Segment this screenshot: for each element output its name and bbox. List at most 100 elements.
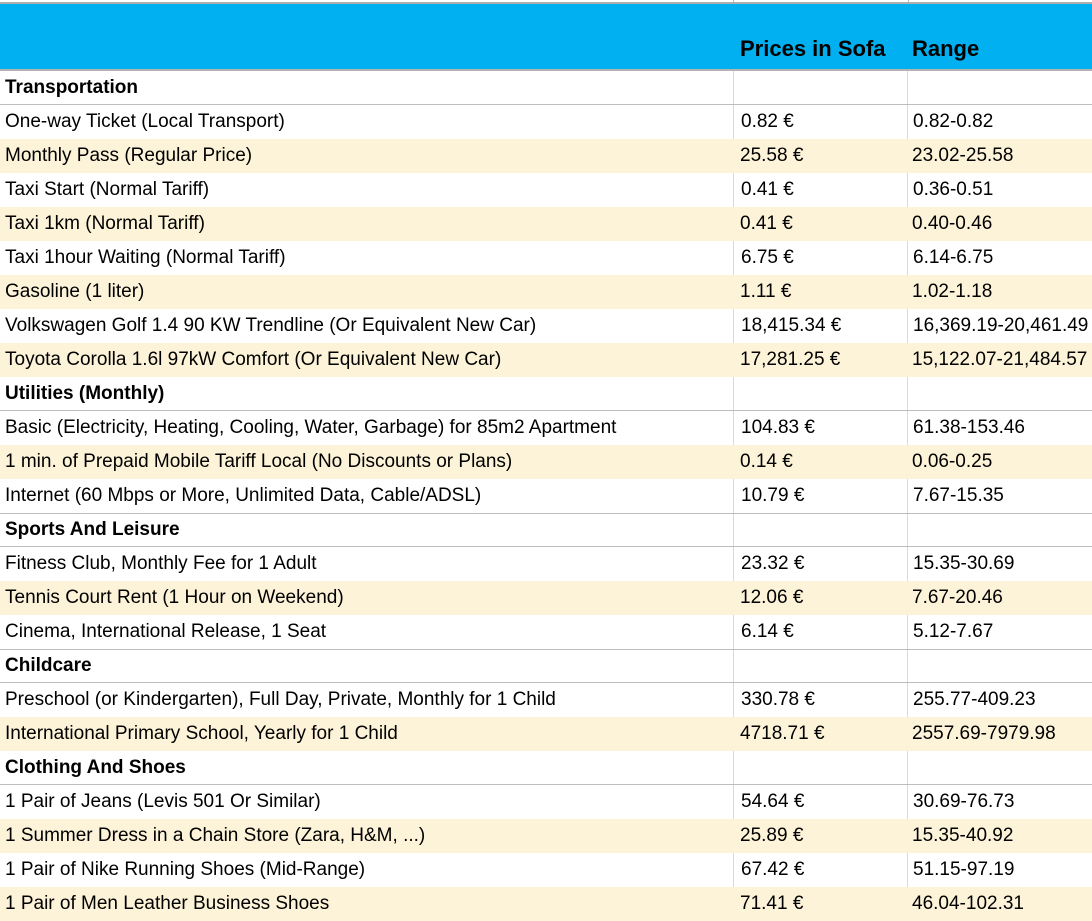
range-cell[interactable] — [907, 71, 1092, 104]
column-header-prices[interactable]: Prices in Sofa — [740, 36, 886, 61]
price-cell[interactable] — [733, 650, 907, 682]
price-cell[interactable] — [733, 377, 907, 410]
item-name-cell[interactable]: 1 Pair of Men Leather Business Shoes — [5, 893, 330, 914]
cropped-row-boundary — [0, 0, 1092, 4]
table-row: Tennis Court Rent (1 Hour on Weekend) 12… — [0, 581, 1092, 615]
range-cell[interactable] — [907, 751, 1092, 784]
table-row: Internet (60 Mbps or More, Unlimited Dat… — [0, 479, 1092, 513]
column-gridline-tick — [733, 0, 734, 2]
range-cell[interactable]: 0.40-0.46 — [912, 213, 993, 234]
price-cell[interactable]: 54.64 € — [733, 785, 907, 819]
table-row: Gasoline (1 liter) 1.11 € 1.02-1.18 — [0, 275, 1092, 309]
item-name-cell[interactable]: One-way Ticket (Local Transport) — [5, 111, 285, 132]
range-cell[interactable]: 61.38-153.46 — [907, 411, 1092, 445]
price-cell[interactable]: 4718.71 € — [740, 723, 825, 744]
range-cell[interactable] — [907, 514, 1092, 546]
range-cell[interactable]: 7.67-15.35 — [907, 479, 1092, 513]
item-name-cell[interactable]: Taxi Start (Normal Tariff) — [5, 179, 210, 200]
item-name-cell[interactable]: Basic (Electricity, Heating, Cooling, Wa… — [5, 417, 617, 438]
range-cell[interactable]: 7.67-20.46 — [912, 587, 1003, 608]
range-cell[interactable]: 15,122.07-21,484.57 — [912, 349, 1088, 370]
item-name-cell[interactable]: Taxi 1km (Normal Tariff) — [5, 213, 205, 234]
table-row: Fitness Club, Monthly Fee for 1 Adult 23… — [0, 547, 1092, 581]
range-cell[interactable]: 15.35-40.92 — [912, 825, 1014, 846]
item-name-cell[interactable]: 1 Pair of Nike Running Shoes (Mid-Range) — [5, 859, 366, 880]
column-header-range[interactable]: Range — [912, 36, 980, 61]
table-header-band: Prices in Sofa Range — [0, 4, 1092, 71]
table-row: Taxi 1km (Normal Tariff) 0.41 € 0.40-0.4… — [0, 207, 1092, 241]
item-name-cell[interactable]: Cinema, International Release, 1 Seat — [5, 621, 327, 642]
price-cell[interactable]: 18,415.34 € — [733, 309, 907, 343]
range-cell[interactable]: 6.14-6.75 — [907, 241, 1092, 275]
price-cell[interactable]: 0.41 € — [740, 213, 793, 234]
item-name-cell[interactable]: Gasoline (1 liter) — [5, 281, 145, 302]
item-name-cell[interactable]: Monthly Pass (Regular Price) — [5, 145, 253, 166]
table-row: International Primary School, Yearly for… — [0, 717, 1092, 751]
item-name-cell[interactable]: Childcare — [5, 655, 92, 676]
item-name-cell[interactable]: Toyota Corolla 1.6l 97kW Comfort (Or Equ… — [5, 349, 502, 370]
item-name-cell[interactable]: Taxi 1hour Waiting (Normal Tariff) — [5, 247, 286, 268]
price-cell[interactable]: 25.89 € — [740, 825, 804, 846]
price-cell[interactable] — [733, 751, 907, 784]
item-name-cell[interactable]: Sports And Leisure — [5, 519, 180, 540]
section-header-row: Sports And Leisure — [0, 513, 1092, 547]
price-cell[interactable]: 1.11 € — [740, 281, 792, 302]
item-name-cell[interactable]: 1 Pair of Jeans (Levis 501 Or Similar) — [5, 791, 321, 812]
item-name-cell[interactable]: Tennis Court Rent (1 Hour on Weekend) — [5, 587, 344, 608]
price-cell[interactable]: 0.82 € — [733, 105, 907, 139]
price-cell[interactable]: 6.14 € — [733, 615, 907, 649]
price-cell[interactable]: 25.58 € — [740, 145, 804, 166]
range-cell[interactable]: 255.77-409.23 — [907, 683, 1092, 717]
section-header-row: Childcare — [0, 649, 1092, 683]
range-cell[interactable]: 1.02-1.18 — [912, 281, 993, 302]
section-header-row: Clothing And Shoes — [0, 751, 1092, 785]
table-row: 1 Pair of Men Leather Business Shoes 71.… — [0, 887, 1092, 921]
item-name-cell[interactable]: International Primary School, Yearly for… — [5, 723, 398, 744]
item-name-cell[interactable]: Internet (60 Mbps or More, Unlimited Dat… — [5, 485, 482, 506]
price-cell[interactable]: 12.06 € — [740, 587, 804, 608]
item-name-cell[interactable]: 1 min. of Prepaid Mobile Tariff Local (N… — [5, 451, 513, 472]
item-name-cell[interactable]: Utilities (Monthly) — [5, 382, 165, 404]
item-name-cell[interactable]: Volkswagen Golf 1.4 90 KW Trendline (Or … — [5, 315, 537, 336]
range-cell[interactable]: 0.06-0.25 — [912, 451, 993, 472]
price-cell[interactable]: 71.41 € — [740, 893, 804, 914]
price-cell[interactable]: 0.41 € — [733, 173, 907, 207]
section-header-row: Transportation — [0, 71, 1092, 105]
item-name-cell[interactable]: Preschool (or Kindergarten), Full Day, P… — [5, 689, 556, 710]
range-cell[interactable]: 5.12-7.67 — [907, 615, 1092, 649]
range-cell[interactable]: 51.15-97.19 — [907, 853, 1092, 887]
price-cell[interactable]: 6.75 € — [733, 241, 907, 275]
range-cell[interactable]: 15.35-30.69 — [907, 547, 1092, 581]
item-name-cell[interactable]: Transportation — [5, 76, 139, 98]
price-cell[interactable]: 17,281.25 € — [740, 349, 841, 370]
price-cell[interactable]: 0.14 € — [740, 451, 793, 472]
item-name-cell[interactable]: 1 Summer Dress in a Chain Store (Zara, H… — [5, 825, 426, 846]
range-cell[interactable]: 0.82-0.82 — [907, 105, 1092, 139]
range-cell[interactable]: 30.69-76.73 — [907, 785, 1092, 819]
price-cell[interactable] — [733, 514, 907, 546]
price-cell[interactable]: 10.79 € — [733, 479, 907, 513]
table-row: Basic (Electricity, Heating, Cooling, Wa… — [0, 411, 1092, 445]
table-row: 1 Pair of Nike Running Shoes (Mid-Range)… — [0, 853, 1092, 887]
item-name-cell[interactable]: Clothing And Shoes — [5, 756, 186, 778]
price-cell[interactable] — [733, 71, 907, 104]
range-cell[interactable]: 23.02-25.58 — [912, 145, 1014, 166]
table-row: 1 Summer Dress in a Chain Store (Zara, H… — [0, 819, 1092, 853]
range-cell[interactable]: 0.36-0.51 — [907, 173, 1092, 207]
item-name-cell[interactable]: Fitness Club, Monthly Fee for 1 Adult — [5, 553, 317, 574]
range-cell[interactable]: 16,369.19-20,461.49 — [907, 309, 1092, 343]
price-cell[interactable]: 67.42 € — [733, 853, 907, 887]
range-cell[interactable] — [907, 650, 1092, 682]
range-cell[interactable]: 2557.69-7979.98 — [912, 723, 1056, 744]
price-cell[interactable]: 104.83 € — [733, 411, 907, 445]
table-body: Transportation One-way Ticket (Local Tra… — [0, 71, 1092, 921]
table-row: Volkswagen Golf 1.4 90 KW Trendline (Or … — [0, 309, 1092, 343]
price-cell[interactable]: 330.78 € — [733, 683, 907, 717]
price-cell[interactable]: 23.32 € — [733, 547, 907, 581]
table-row: 1 min. of Prepaid Mobile Tariff Local (N… — [0, 445, 1092, 479]
table-row: Monthly Pass (Regular Price) 25.58 € 23.… — [0, 139, 1092, 173]
range-cell[interactable]: 46.04-102.31 — [912, 893, 1024, 914]
range-cell[interactable] — [907, 377, 1092, 410]
table-row: One-way Ticket (Local Transport) 0.82 € … — [0, 105, 1092, 139]
